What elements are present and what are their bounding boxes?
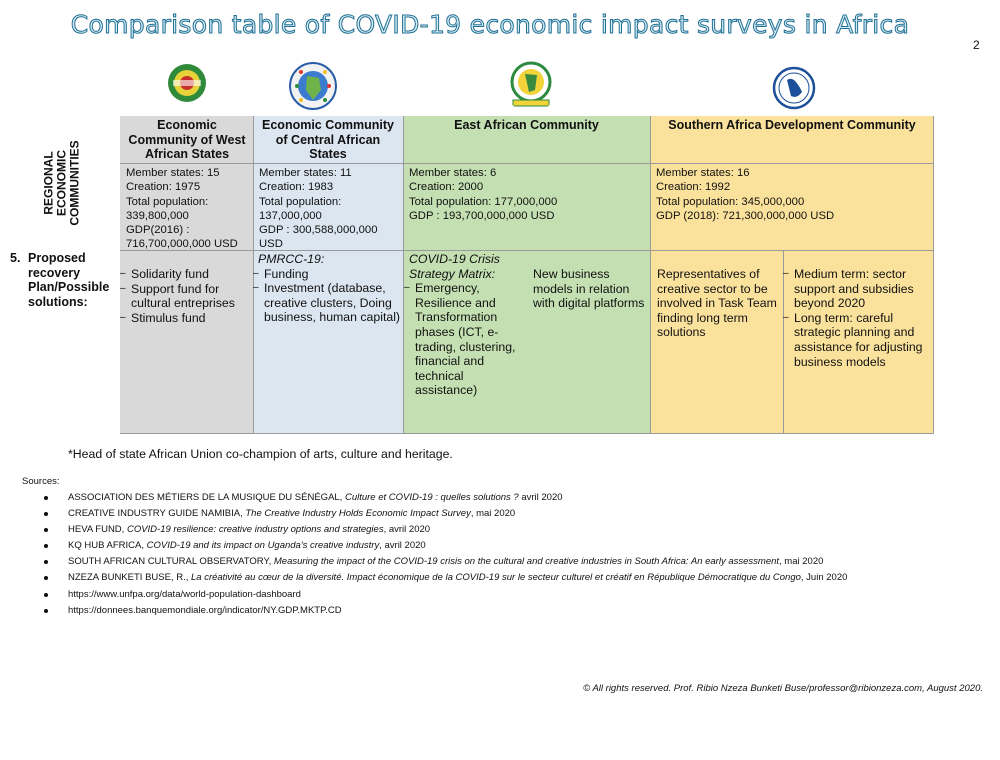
row-label-regional-economic-communities: REGIONAL ECONOMIC COMMUNITIES	[41, 140, 82, 226]
eac-info: Member states: 6 Creation: 2000 Total po…	[409, 167, 558, 222]
page-title: Comparison table of COVID-19 economic im…	[70, 10, 910, 40]
eccas-plan-title: PMRCC-19:	[258, 252, 325, 266]
source-item: CREATIVE INDUSTRY GUIDE NAMIBIA, The Cre…	[44, 506, 847, 522]
ecowas-solutions: Solidarity fund Support fund for cultura…	[120, 267, 251, 325]
eac-plan-title: COVID-19 Crisis Strategy Matrix:	[409, 252, 500, 281]
eac-logo	[510, 61, 552, 107]
source-item: NZEZA BUNKETI BUSE, R., La créativité au…	[44, 570, 847, 586]
list-item: Emergency, Resilience and Transformation…	[404, 281, 524, 398]
eccas-logo	[289, 62, 337, 110]
row-divider-bottom	[120, 433, 934, 434]
footnote: *Head of state African Union co-champion…	[68, 447, 453, 461]
row-divider-info	[120, 250, 934, 251]
eccas-header: Economic Community of Central African St…	[262, 118, 394, 161]
source-item: ASSOCIATION DES MÉTIERS DE LA MUSIQUE DU…	[44, 490, 847, 506]
list-item: Funding	[253, 267, 401, 282]
page-number: 2	[973, 38, 980, 52]
list-item: Solidarity fund	[120, 267, 251, 282]
sources-list: ASSOCIATION DES MÉTIERS DE LA MUSIQUE DU…	[44, 490, 847, 619]
sadc-solutions: Medium term: sector support and subsidie…	[783, 267, 931, 369]
source-item: HEVA FUND, COVID-19 resilience: creative…	[44, 522, 847, 538]
sadc-header: Southern Africa Development Community	[668, 118, 916, 132]
source-link[interactable]: https://www.unfpa.org/data/world-populat…	[44, 587, 847, 603]
eac-header: East African Community	[454, 118, 599, 132]
row-divider-header	[120, 163, 934, 164]
sources-label: Sources:	[22, 476, 60, 487]
sadc-info: Member states: 16 Creation: 1992 Total p…	[656, 167, 835, 222]
eac-extra: New business models in relation with dig…	[533, 267, 645, 311]
copyright-notice: © All rights reserved. Prof. Ribio Nzeza…	[583, 683, 983, 694]
ecowas-info: Member states: 15 Creation: 1975 Total p…	[126, 167, 238, 251]
eccas-solutions: PMRCC-19: Funding Investment (database, …	[253, 252, 401, 325]
source-item: SOUTH AFRICAN CULTURAL OBSERVATORY, Meas…	[44, 554, 847, 570]
list-item: Support fund for cultural entreprises	[120, 282, 251, 311]
eac-solutions: COVID-19 Crisis Strategy Matrix: Emergen…	[404, 252, 524, 398]
sadc-logo	[772, 66, 816, 110]
source-link[interactable]: https://donnees.banquemondiale.org/indic…	[44, 603, 847, 619]
eccas-info: Member states: 11 Creation: 1983 Total p…	[259, 167, 378, 251]
ecowas-header: Economic Community of West African State…	[128, 118, 246, 161]
source-item: KQ HUB AFRICA, COVID-19 and its impact o…	[44, 538, 847, 554]
sadc-left-text: Representatives of creative sector to be…	[657, 267, 777, 340]
list-item: Long term: careful strategic planning an…	[783, 311, 931, 369]
table-right-edge	[933, 116, 934, 434]
ecowas-logo	[168, 64, 206, 102]
list-item: Investment (database, creative clusters,…	[253, 281, 401, 325]
list-item: Medium term: sector support and subsidie…	[783, 267, 931, 311]
list-item: Stimulus fund	[120, 311, 251, 326]
